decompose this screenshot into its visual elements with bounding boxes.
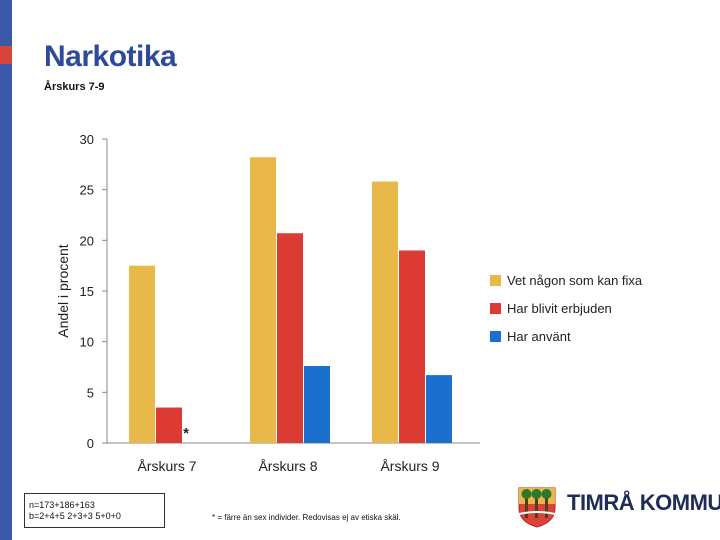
left-accent-bar — [0, 0, 12, 540]
y-tick-label: 0 — [87, 436, 94, 451]
chart-legend: Vet någon som kan fixa Har blivit erbjud… — [490, 266, 642, 350]
legend-swatch — [490, 330, 501, 342]
sample-size-line2: b=2+4+5 2+3+3 5+0+0 — [29, 511, 121, 521]
bar — [399, 250, 425, 443]
legend-swatch — [490, 274, 501, 286]
y-tick-label: 20 — [80, 233, 94, 248]
legend-item-anvant: Har använt — [490, 322, 642, 350]
y-tick-label: 10 — [80, 335, 94, 350]
legend-swatch — [490, 302, 501, 314]
y-axis-label: Andel i procent — [55, 244, 71, 338]
y-tick-label: 30 — [80, 132, 94, 147]
bar — [129, 265, 155, 443]
legend-label: Har blivit erbjuden — [507, 300, 612, 316]
bar — [426, 375, 452, 443]
sample-size-line1: n=173+186+163 — [29, 500, 95, 510]
legend-item-erbjuden: Har blivit erbjuden — [490, 294, 642, 322]
legend-label: Vet någon som kan fixa — [507, 272, 643, 288]
bar — [304, 365, 330, 443]
y-tick-label: 15 — [80, 284, 94, 299]
sample-size-box: n=173+186+163 b=2+4+5 2+3+3 5+0+0 — [24, 493, 165, 528]
footnote: * = färre än sex individer. Redovisas ej… — [212, 513, 401, 522]
coat-of-arms-icon — [518, 487, 556, 528]
left-accent-marker — [0, 46, 12, 64]
y-tick-label: 5 — [87, 385, 94, 400]
bar — [156, 407, 182, 443]
bar — [250, 157, 276, 444]
bar — [277, 233, 303, 443]
y-tick-label: 25 — [80, 183, 94, 198]
bar-annotation: * — [183, 425, 189, 442]
page-title: Narkotika — [44, 40, 177, 73]
legend-item-vet: Vet någon som kan fixa — [490, 266, 642, 294]
x-tick-label: Årskurs 7 — [137, 458, 196, 474]
municipality-name: TIMRÅ KOMMUN — [567, 490, 720, 515]
x-tick-label: Årskurs 9 — [380, 458, 439, 474]
page-subtitle: Årskurs 7-9 — [44, 81, 105, 93]
bar — [372, 181, 398, 443]
municipality-logo: TIMRÅ KOMMUN — [515, 484, 720, 532]
x-tick-label: Årskurs 8 — [258, 458, 317, 474]
legend-label: Har använt — [507, 328, 571, 344]
